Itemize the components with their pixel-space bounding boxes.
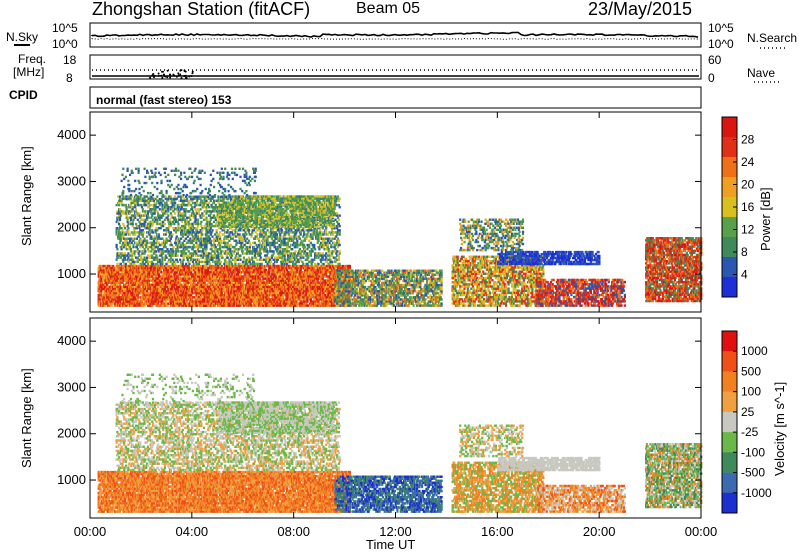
heatmap-cell bbox=[177, 275, 179, 277]
freq-dot bbox=[169, 74, 171, 76]
heatmap-cell bbox=[151, 298, 153, 300]
heatmap-cell bbox=[160, 271, 162, 273]
heatmap-cell bbox=[187, 284, 189, 286]
cpid-panel-frame bbox=[90, 87, 701, 108]
heatmap-cell bbox=[121, 271, 123, 273]
heatmap-cell bbox=[113, 286, 115, 288]
freq-dot bbox=[167, 70, 169, 72]
heatmap-cell bbox=[161, 300, 163, 302]
freq-dot bbox=[184, 70, 186, 72]
freq-dot bbox=[161, 71, 163, 73]
freq-dot bbox=[177, 72, 179, 74]
freq-dot bbox=[160, 75, 162, 77]
heatmap-cell bbox=[114, 302, 116, 304]
freq-dot bbox=[158, 75, 160, 77]
heatmap-cell bbox=[103, 296, 105, 298]
fan-plot-figure: 00:00 04:00 08:00 12:00 16:00 20:00 00:0010002… bbox=[0, 0, 800, 554]
heatmap-cell bbox=[114, 288, 116, 290]
nsky-trace bbox=[92, 32, 698, 37]
heatmap-cell bbox=[177, 288, 179, 290]
heatmap-cell bbox=[110, 296, 112, 298]
heatmap-cell bbox=[117, 271, 119, 273]
heatmap-cell bbox=[151, 275, 153, 277]
heatmap-cell bbox=[118, 294, 120, 296]
heatmap-cell bbox=[132, 286, 134, 288]
heatmap-cell bbox=[98, 282, 100, 284]
heatmap-cell bbox=[121, 282, 123, 284]
freq-dot bbox=[183, 75, 185, 77]
freq-dot bbox=[185, 77, 187, 79]
freq-dot bbox=[149, 77, 151, 79]
heatmap-cell bbox=[132, 271, 134, 273]
heatmap-cell bbox=[148, 282, 150, 284]
heatmap-cell bbox=[101, 282, 103, 284]
nsearch-trace bbox=[92, 39, 698, 40]
freq-dot bbox=[163, 74, 165, 76]
freq-dot bbox=[178, 74, 180, 76]
heatmap-cell bbox=[141, 275, 143, 277]
heatmap-cell bbox=[137, 294, 139, 296]
heatmap-cell bbox=[155, 275, 157, 277]
heatmap-cell bbox=[98, 296, 100, 298]
heatmap-cell bbox=[176, 271, 178, 273]
freq-dot bbox=[179, 70, 181, 72]
heatmap-cell bbox=[99, 300, 101, 302]
freq-dot bbox=[169, 77, 171, 79]
heatmap-cell bbox=[168, 286, 170, 288]
freq-dot bbox=[172, 74, 174, 76]
heatmap-cell bbox=[132, 294, 134, 296]
heatmap-cell bbox=[186, 300, 188, 302]
heatmap-cell bbox=[113, 269, 115, 271]
heatmap-cell bbox=[165, 282, 167, 284]
heatmap-cell bbox=[116, 284, 118, 286]
freq-dot bbox=[158, 73, 160, 75]
heatmap-cell bbox=[112, 300, 114, 302]
heatmap-cell bbox=[121, 288, 123, 290]
freq-dot bbox=[166, 76, 168, 78]
heatmap-cell bbox=[99, 273, 101, 275]
heatmap-cell bbox=[111, 302, 113, 304]
heatmap-cell bbox=[143, 296, 145, 298]
heatmap-cell bbox=[158, 273, 160, 275]
freq-scatter bbox=[149, 69, 194, 79]
heatmap-cell bbox=[182, 284, 184, 286]
nsky-traces bbox=[92, 32, 698, 39]
heatmap-cell bbox=[99, 298, 101, 300]
heatmap-cell bbox=[100, 290, 102, 292]
heatmap-cell bbox=[119, 284, 121, 286]
heatmap-cell bbox=[138, 296, 140, 298]
heatmap-cell bbox=[141, 300, 143, 302]
freq-dot bbox=[161, 77, 163, 79]
heatmap-cell bbox=[119, 300, 121, 302]
heatmap-cell bbox=[138, 300, 140, 302]
heatmap-cell bbox=[140, 271, 142, 273]
heatmap-cell bbox=[114, 298, 116, 300]
freq-dot bbox=[164, 76, 166, 78]
heatmap-cell bbox=[170, 275, 172, 277]
heatmap-cell bbox=[106, 300, 108, 302]
heatmap-cell bbox=[137, 298, 139, 300]
heatmap-cell bbox=[176, 273, 178, 275]
freq-dot bbox=[191, 72, 193, 74]
heatmap-cell bbox=[160, 269, 162, 271]
heatmap-cell bbox=[164, 288, 166, 290]
heatmap-cell bbox=[179, 275, 181, 277]
freq-dot bbox=[181, 77, 183, 79]
heatmap-cell bbox=[159, 288, 161, 290]
heatmap-cell bbox=[170, 273, 172, 275]
heatmap-cell bbox=[165, 300, 167, 302]
heatmap-cell bbox=[153, 269, 155, 271]
freq-dot bbox=[188, 76, 190, 78]
freq-dot bbox=[153, 76, 155, 78]
freq-dot bbox=[152, 73, 154, 75]
heatmap-cell bbox=[106, 284, 108, 286]
heatmap-cell bbox=[179, 282, 181, 284]
freq-dot bbox=[176, 76, 178, 78]
heatmap-cell bbox=[126, 284, 128, 286]
heatmap-cell bbox=[138, 286, 140, 288]
freq-dot bbox=[190, 75, 192, 77]
heatmap-cell bbox=[171, 271, 173, 273]
